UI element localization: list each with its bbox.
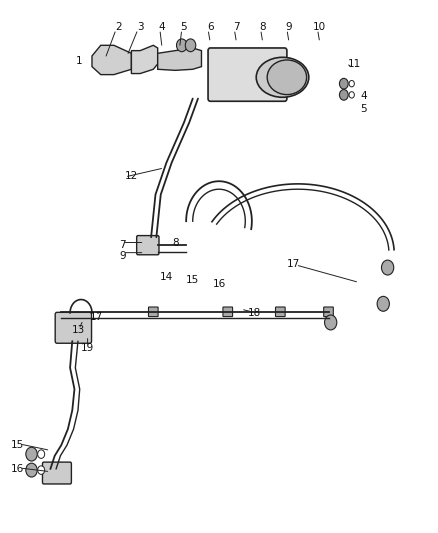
Text: 7: 7	[119, 240, 126, 250]
Text: 3: 3	[137, 22, 144, 31]
Text: 9: 9	[119, 251, 126, 261]
Circle shape	[349, 92, 354, 98]
Text: 12: 12	[125, 171, 138, 181]
FancyBboxPatch shape	[42, 462, 71, 484]
Text: 8: 8	[172, 238, 179, 247]
Text: 1: 1	[75, 56, 82, 66]
Circle shape	[185, 39, 196, 52]
Text: 4: 4	[360, 91, 367, 101]
Text: 7: 7	[233, 22, 240, 31]
Circle shape	[26, 447, 37, 461]
Text: 13: 13	[72, 326, 85, 335]
Text: 6: 6	[207, 22, 214, 31]
Text: 10: 10	[313, 22, 326, 31]
Circle shape	[381, 260, 394, 275]
Polygon shape	[158, 48, 201, 70]
Circle shape	[339, 90, 348, 100]
Text: 18: 18	[247, 309, 261, 318]
Text: 16: 16	[212, 279, 226, 289]
Circle shape	[339, 78, 348, 89]
Text: 17: 17	[287, 259, 300, 269]
Polygon shape	[92, 45, 131, 75]
Circle shape	[26, 463, 37, 477]
Text: 16: 16	[11, 464, 24, 474]
Circle shape	[349, 80, 354, 87]
FancyBboxPatch shape	[137, 236, 159, 255]
FancyBboxPatch shape	[276, 307, 285, 317]
Text: 8: 8	[259, 22, 266, 31]
Text: 15: 15	[11, 440, 24, 450]
Text: 5: 5	[180, 22, 187, 31]
Text: 19: 19	[81, 343, 94, 353]
FancyBboxPatch shape	[208, 48, 287, 101]
Ellipse shape	[267, 60, 307, 95]
Ellipse shape	[256, 58, 309, 98]
FancyBboxPatch shape	[324, 307, 333, 317]
Text: 17: 17	[90, 312, 103, 322]
Text: 4: 4	[159, 22, 166, 31]
Circle shape	[38, 466, 45, 474]
Text: 5: 5	[360, 104, 367, 114]
Polygon shape	[131, 45, 158, 74]
FancyBboxPatch shape	[223, 307, 233, 317]
Circle shape	[38, 450, 45, 458]
Text: 15: 15	[186, 275, 199, 285]
Text: 2: 2	[115, 22, 122, 31]
Text: 14: 14	[160, 272, 173, 282]
Circle shape	[177, 39, 187, 52]
FancyBboxPatch shape	[148, 307, 158, 317]
Circle shape	[325, 315, 337, 330]
Text: 9: 9	[286, 22, 293, 31]
Circle shape	[377, 296, 389, 311]
FancyBboxPatch shape	[55, 312, 92, 343]
Text: 11: 11	[348, 59, 361, 69]
